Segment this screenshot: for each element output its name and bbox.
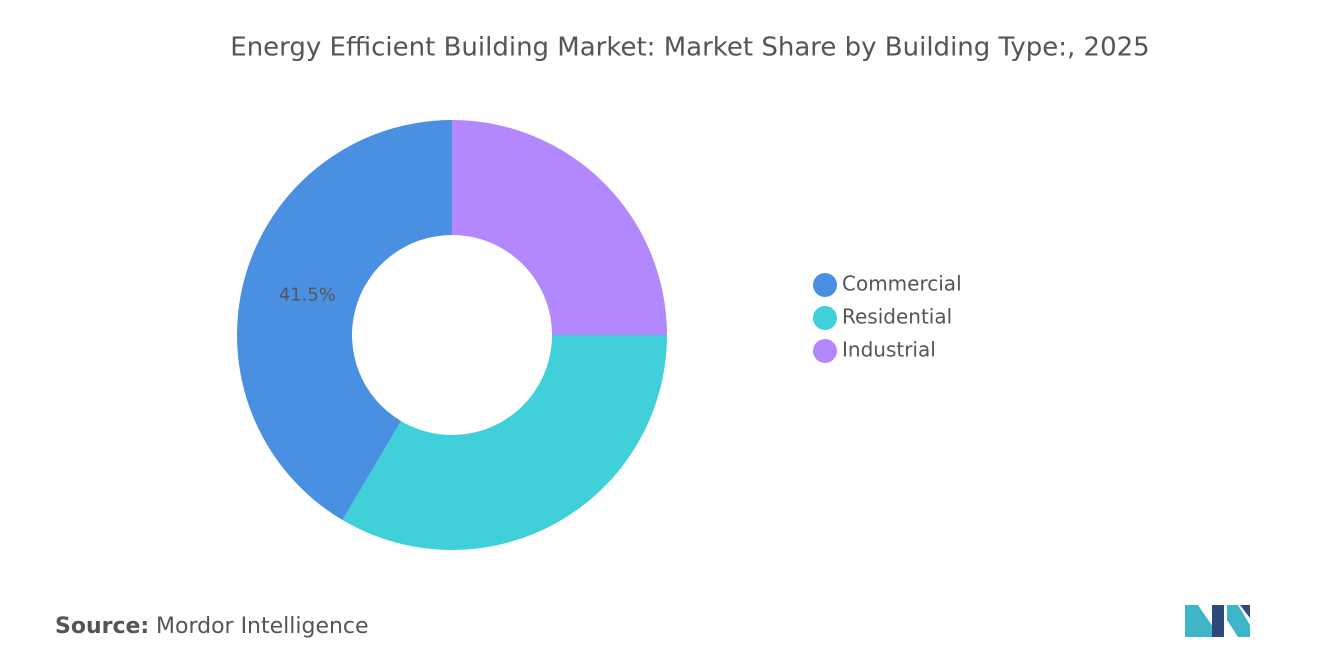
source: Mordor Intelligence (156, 614, 369, 639)
legend-swatch (813, 273, 837, 297)
legend-label: Commercial (842, 272, 962, 296)
legend-swatch (813, 306, 837, 330)
donut-slice (237, 120, 452, 521)
donut-slice (452, 120, 667, 335)
source-label: Source: (55, 614, 149, 639)
data-label: 41.5% (279, 284, 336, 305)
logo (1185, 605, 1250, 637)
legend-swatch (813, 339, 837, 363)
legend-label: Residential (842, 305, 952, 329)
legend-label: Industrial (842, 338, 936, 362)
chart-title: Energy Efficient Building Market: Market… (230, 33, 1149, 63)
donut-slice (342, 335, 667, 550)
